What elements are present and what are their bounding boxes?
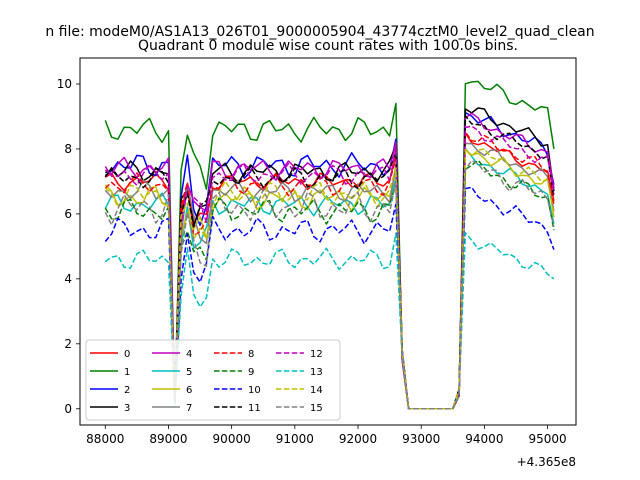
legend-label-1: 1	[124, 367, 130, 378]
y-tick-label: 4	[64, 272, 72, 286]
x-tick-label: 95000	[528, 432, 566, 446]
legend-label-9: 9	[248, 367, 254, 378]
legend-label-11: 11	[248, 403, 261, 414]
x-tick-label: 88000	[86, 432, 124, 446]
legend-label-13: 13	[310, 367, 323, 378]
series-line-13	[104, 231, 555, 410]
plot-area	[104, 80, 555, 410]
legend-label-12: 12	[310, 349, 323, 360]
series-line-10	[104, 186, 555, 410]
y-tick-label: 6	[64, 207, 72, 221]
legend-label-0: 0	[124, 349, 130, 360]
legend-label-4: 4	[186, 349, 192, 360]
legend-label-2: 2	[124, 385, 130, 396]
x-tick-label: 89000	[149, 432, 187, 446]
x-tick-label: 91000	[276, 432, 314, 446]
y-axis: 0 2 4 6 8 10	[57, 77, 80, 416]
legend-label-5: 5	[186, 367, 192, 378]
x-tick-label: 90000	[213, 432, 251, 446]
legend-box	[85, 339, 341, 421]
axes-frame	[79, 57, 577, 426]
series-line-14	[104, 148, 555, 410]
x-offset-text: +4.365e8	[517, 455, 576, 469]
legend-label-3: 3	[124, 403, 130, 414]
legend-label-6: 6	[186, 385, 192, 396]
x-tick-label: 94000	[465, 432, 503, 446]
x-axis: 88000 89000 90000 91000 92000 93000 94000 95000	[86, 425, 567, 446]
x-tick-label: 92000	[339, 432, 377, 446]
chart-title: Quadrant 0 module wise count rates with …	[138, 38, 518, 54]
y-tick-label: 8	[64, 142, 72, 156]
series-line-11	[104, 115, 555, 410]
suptitle: n file: modeM0/AS1A13_026T01_9000005904_…	[45, 24, 594, 40]
y-tick-label: 0	[64, 402, 72, 416]
legend-label-14: 14	[310, 385, 323, 396]
legend-label-7: 7	[186, 403, 192, 414]
y-tick-label: 2	[64, 337, 72, 351]
legend-label-10: 10	[248, 385, 261, 396]
x-tick-label: 93000	[402, 432, 440, 446]
legend-label-15: 15	[310, 403, 323, 414]
legend-label-8: 8	[248, 349, 254, 360]
series-line-8	[104, 131, 555, 410]
y-tick-label: 10	[57, 77, 72, 91]
series-line-15	[104, 159, 555, 410]
